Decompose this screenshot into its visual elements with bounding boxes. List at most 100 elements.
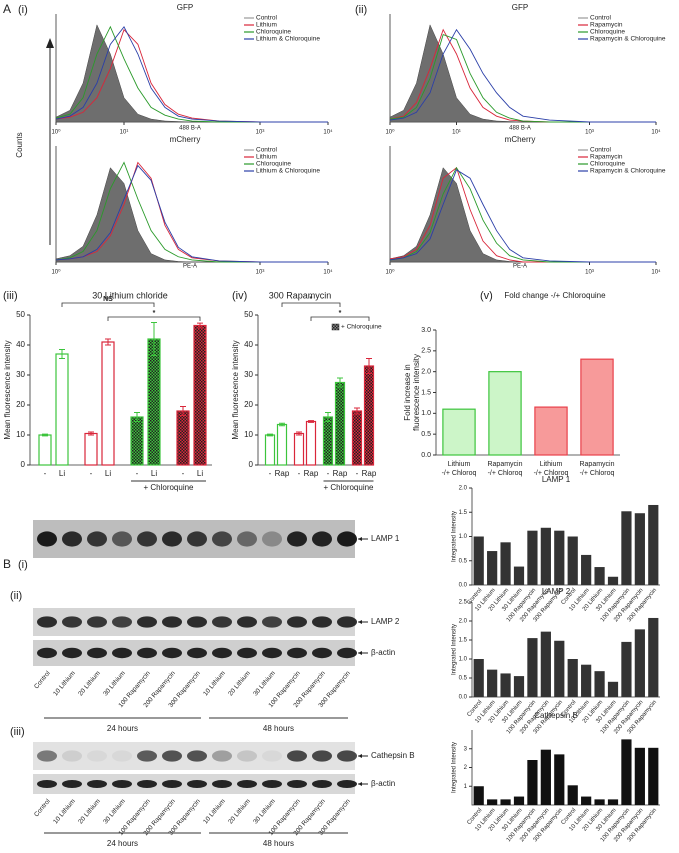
y-tick-label: 1.0 (421, 410, 431, 417)
bar (84, 432, 98, 466)
legend-label: Chloroquine (256, 29, 291, 36)
bar (147, 338, 161, 466)
band-label: β-actin (371, 779, 395, 788)
y-tick-label: 0.0 (459, 583, 468, 589)
bar (567, 536, 578, 585)
y-axis-label: Counts (15, 132, 24, 157)
legend-swatch (331, 323, 340, 331)
x-tick-label: 10³ (585, 130, 594, 136)
bar (473, 659, 484, 697)
x-tick-label: 10⁴ (651, 129, 661, 136)
error-bar (325, 412, 331, 422)
y-tick-label: 50 (244, 310, 253, 319)
legend-label: Control (256, 147, 278, 154)
axes (471, 488, 660, 586)
lane-label: 30 Lithium (102, 670, 127, 697)
x-tick-label: Rap (304, 469, 319, 478)
lane-label: 10 Lithium (202, 798, 227, 825)
lane-label: 20 Lithium (227, 670, 252, 697)
bracket (281, 302, 341, 307)
histogram-line (55, 161, 328, 263)
axes (471, 730, 660, 806)
blot-band (112, 647, 132, 659)
x-tick-label: Lithium (540, 461, 563, 468)
blot-band (337, 616, 357, 628)
bar (487, 799, 498, 805)
blot-band (337, 647, 357, 659)
x-tick-label: Li (59, 469, 65, 478)
bar (607, 681, 619, 697)
x-tick-label: Rap (362, 469, 377, 478)
x-tick-label: Li (151, 469, 157, 478)
error-bar (296, 431, 302, 436)
y-tick-label: 1.5 (459, 510, 468, 516)
blot-band (62, 531, 82, 547)
y-tick-label: 2.5 (421, 348, 431, 355)
y-tick-label: 2.5 (459, 600, 468, 606)
blot-band (137, 531, 157, 547)
band-label: β-actin (371, 648, 395, 657)
panel-label: (i) (18, 559, 28, 571)
bar (293, 432, 305, 466)
chart-title: GFP (177, 3, 193, 12)
blot-band (162, 616, 182, 628)
blot-band (212, 780, 232, 788)
bar (648, 504, 659, 585)
bar (513, 796, 525, 805)
x-tick-label: -/+ Chloroq (580, 470, 615, 477)
legend-label: Rapamycin (590, 22, 623, 29)
x-tick-label: - (136, 469, 139, 478)
bar (581, 554, 592, 585)
blot-band (262, 780, 282, 788)
bar (580, 358, 614, 456)
blot-band (262, 647, 282, 659)
lane-label: 20 Lithium (77, 798, 102, 825)
blot-band (187, 780, 207, 788)
blot-band (62, 616, 82, 628)
legend-label: Chloroquine (590, 161, 625, 168)
blot-band (137, 750, 157, 762)
bar (567, 659, 578, 697)
blot-band (62, 750, 82, 762)
x-tick-label: 10⁴ (651, 269, 661, 276)
bar (130, 416, 144, 466)
y-tick-label: 50 (16, 310, 25, 319)
blot-band (112, 616, 132, 628)
bar (487, 551, 498, 585)
x-axis-label: 488 B-A (509, 126, 531, 132)
x-tick-label: 10³ (256, 130, 265, 136)
x-tick-label: Rapamycin (487, 461, 522, 468)
annotation: * (339, 310, 342, 317)
x-tick-label: -/+ Chloroq (442, 470, 477, 477)
blot-band (87, 647, 107, 659)
histogram-line (55, 164, 328, 263)
bar (500, 673, 511, 697)
blot-band (312, 647, 332, 659)
group-label: + Chloroquine (323, 483, 374, 492)
blot-band (162, 780, 182, 788)
legend-label: Rapamycin & Chloroquine (590, 36, 666, 43)
legend-label: Chloroquine (256, 161, 291, 168)
x-tick-label: 10⁴ (323, 129, 333, 136)
blot-band (212, 750, 232, 762)
error-bar (42, 433, 48, 437)
blot-band (37, 750, 57, 762)
bar (264, 434, 276, 466)
band-label: LAMP 2 (371, 617, 400, 626)
bar (594, 567, 605, 585)
histogram-line (55, 25, 328, 123)
bar (500, 799, 511, 805)
legend-label: Control (590, 147, 612, 154)
bar (487, 669, 498, 697)
lane-label: 10 Lithium (202, 670, 227, 697)
blot-band (162, 531, 182, 547)
lane-label: 10 Lithium (52, 670, 77, 697)
bar (527, 760, 538, 805)
blot-band (187, 647, 207, 659)
error-bar (279, 422, 285, 427)
legend-label: Rapamycin (590, 154, 623, 161)
blot-band (187, 616, 207, 628)
bar (276, 423, 288, 466)
blot-band (337, 531, 357, 547)
y-axis-label: fluorescence intensity (412, 354, 421, 431)
